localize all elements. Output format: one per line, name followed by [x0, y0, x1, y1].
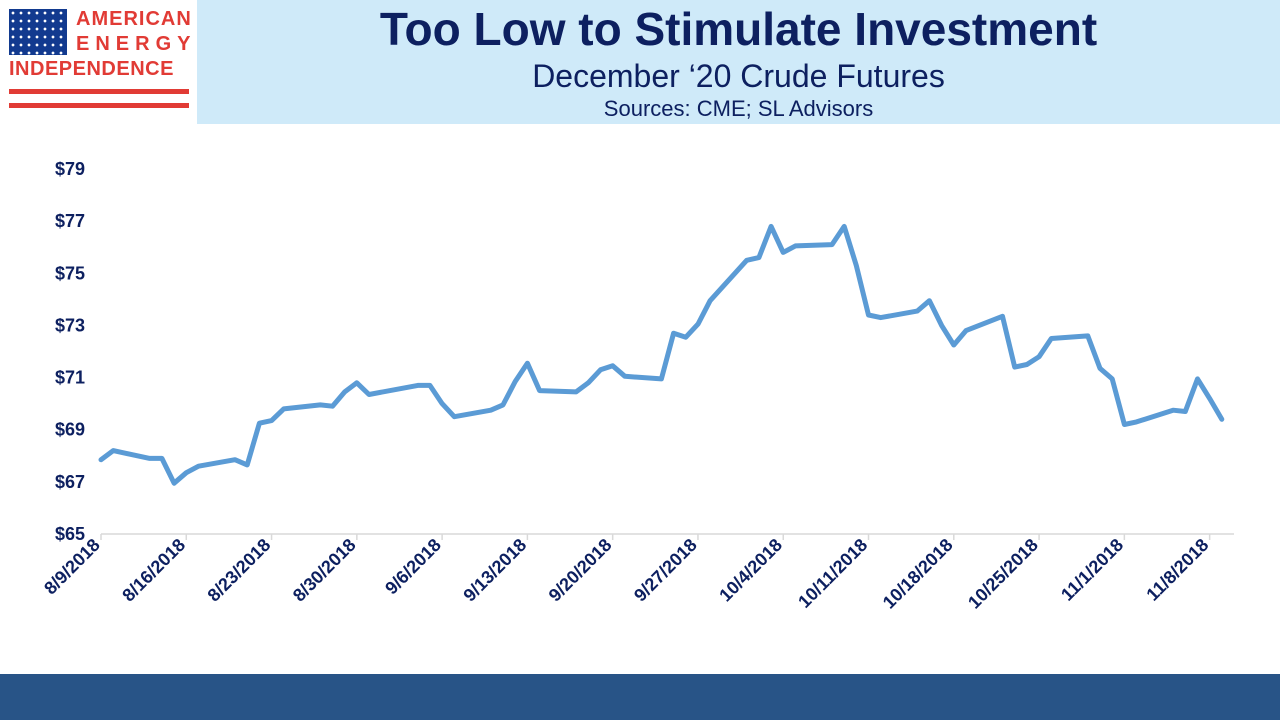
logo-stripe: [9, 89, 189, 94]
y-tick-label: $71: [55, 368, 85, 388]
chart-title: Too Low to Stimulate Investment: [379, 3, 1098, 55]
x-tick-label: 8/16/2018: [118, 535, 189, 606]
chart-sources: Sources: CME; SL Advisors: [603, 96, 874, 121]
x-tick-label: 8/30/2018: [289, 535, 360, 606]
x-tick-label: 9/27/2018: [630, 535, 701, 606]
header-banner: [0, 0, 1280, 124]
y-tick-label: $73: [55, 315, 85, 335]
y-tick-label: $77: [55, 211, 85, 231]
y-tick-label: $79: [55, 159, 85, 179]
x-tick-label: 11/1/2018: [1057, 535, 1127, 605]
x-tick-label: 10/18/2018: [879, 535, 957, 613]
line-chart: $65 $67 $69 $71 $73 $75 $77 $79 8/9/2018 8/16/201…: [40, 159, 1234, 613]
flag-icon: [9, 9, 67, 55]
y-tick-label: $67: [55, 472, 85, 492]
x-tick-label: 8/23/2018: [204, 535, 275, 606]
logo-text-american: AMERICAN: [76, 8, 192, 30]
x-tick-label: 8/9/2018: [40, 535, 104, 599]
x-tick-label: 9/20/2018: [545, 535, 616, 606]
x-tick-label: 10/4/2018: [715, 535, 786, 606]
logo-text-independence: INDEPENDENCE: [9, 58, 174, 80]
logo: AMERICAN ENERGY INDEPENDENCE: [0, 0, 197, 124]
chart-subtitle: December ‘20 Crude Futures: [532, 58, 945, 94]
x-tick-label: 9/6/2018: [381, 535, 445, 599]
footer-bar: [0, 674, 1280, 720]
y-tick-label: $75: [55, 263, 85, 283]
price-line: [98, 223, 1225, 486]
y-tick-label: $65: [55, 524, 85, 544]
x-tick-label: 9/13/2018: [459, 535, 530, 606]
logo-stripe: [9, 103, 189, 108]
logo-text-energy: ENERGY: [76, 33, 197, 55]
x-tick-label: 10/25/2018: [964, 535, 1042, 613]
x-tick-label: 10/11/2018: [794, 535, 871, 612]
x-tick-label: 11/8/2018: [1142, 535, 1212, 605]
y-tick-label: $69: [55, 420, 85, 440]
